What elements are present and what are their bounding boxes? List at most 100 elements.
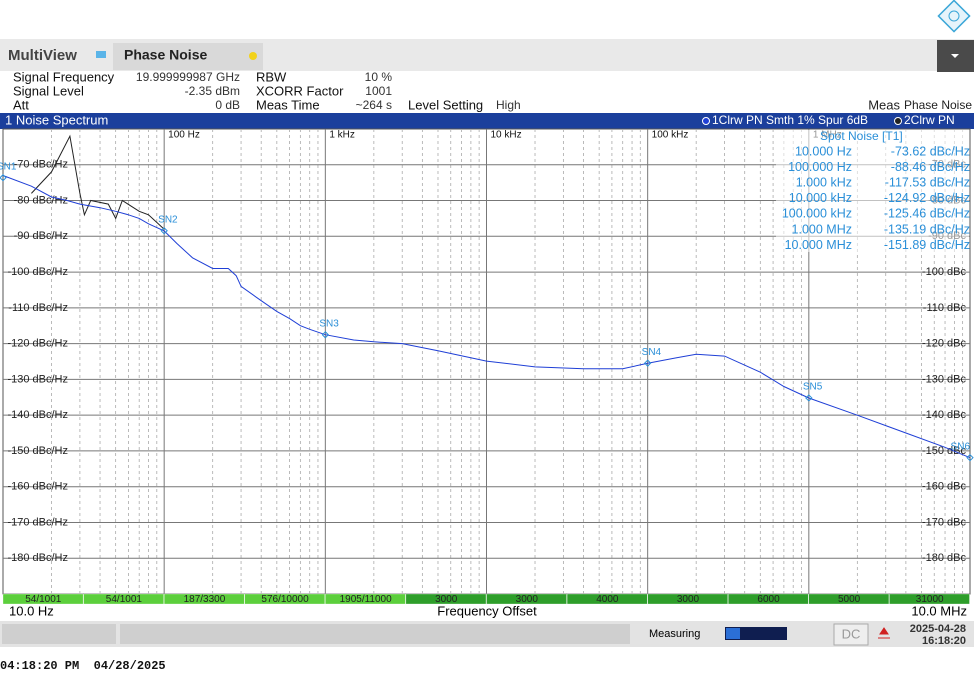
y-tick-label: -120 dBc/Hz [7,338,68,350]
status-state: Measuring [649,628,700,640]
marker [160,227,168,235]
y-tick-label: -110 dBc/Hz [8,302,68,314]
marker-label: SN1 [0,161,17,172]
progress-fill [726,628,740,639]
setting-label: Att [13,97,29,112]
segment-label: 6000 [757,594,780,605]
tab[interactable] [113,43,263,70]
tab-star [249,52,257,60]
marker [321,331,330,339]
y-tick-label: -130 dBc/Hz [7,373,68,385]
x-axis-title: Frequency Offset [437,603,537,618]
setting-value: High [496,98,521,112]
dc-button[interactable] [833,623,869,646]
setting-label: Meas Time [256,97,320,112]
status-date: 2025-04-28 [910,623,966,635]
setting-value: 19.999999987 GHz [136,70,240,84]
spot-noise-offset: 10.000 Hz [795,144,852,158]
y2-tick-label: -170 dBc [922,516,967,528]
legend-swatch [894,117,902,125]
y2-tick-label: -110 dBc [923,302,967,314]
y-tick-label: -150 dBc/Hz [7,445,68,457]
y-tick-label: -160 dBc/Hz [7,481,68,493]
meas-value: Phase Noise [904,98,972,112]
x-tick-label: 100 kHz [652,130,689,141]
spot-noise-offset: 10.000 MHz [785,238,852,252]
segment [647,593,728,605]
spot-noise-value: -135.19 dBc/Hz [884,222,970,236]
segment-label: 1905/11000 [340,594,393,605]
spot-noise-offset: 100.000 Hz [788,160,852,174]
title-bar [0,113,974,129]
network-icon [878,627,890,639]
legend-swatch [702,117,710,125]
setting-label: RBW [256,69,287,84]
segment [808,593,890,605]
setting-value: 1001 [365,84,392,98]
x-tick-label: 1 kHz [329,130,355,141]
segment-label: 5000 [838,594,861,605]
segment [486,593,567,605]
segment [83,593,164,605]
segment-label: 3000 [435,594,458,605]
spot-noise-value: -124.92 dBc/Hz [884,191,970,205]
segment [325,593,406,605]
tab-label[interactable]: Phase Noise [124,47,207,63]
meas-label: Meas [868,97,900,112]
y2-tick-label: -100 dBc [922,266,967,278]
segment-label: 3000 [677,594,700,605]
y2-tick-label: -120 dBc [922,338,967,350]
setting-value: 0 dB [215,98,240,112]
legend: 1Clrw PN Smth 1% Spur 6dB 2Clrw PN [702,113,955,127]
y2-tick-label: -180 dBc [922,552,967,564]
spot-noise-value: -73.62 dBc/Hz [891,144,970,158]
segment [244,593,325,605]
y2-tick-label: -130 dBc [922,373,967,385]
marker-label: SN3 [319,318,339,329]
segment-label: 54/1001 [106,594,143,605]
x-range-bar [0,604,974,620]
trace [31,134,165,230]
app-name[interactable]: MultiView [8,47,77,64]
segment [164,593,245,605]
y2-tick-label: -140 dBc [922,409,967,421]
segment-label: 31000 [916,594,944,605]
segment-label: 576/10000 [261,594,309,605]
marker [805,394,813,402]
spot-noise-value: -117.53 dBc/Hz [885,175,970,189]
progress-bar [725,627,787,640]
y-tick-label: -170 dBc/Hz [7,516,68,528]
status-field [120,624,630,644]
y-tick-label: -180 dBc/Hz [7,552,68,564]
marker-label: SN5 [803,382,823,393]
y2-tick-label: -150 dBc [922,445,967,457]
trace [2,175,971,459]
dc-label[interactable]: DC [842,626,861,641]
segment [889,593,970,605]
segment [2,593,84,605]
marker-label: SN2 [158,214,178,225]
spot-noise-offset: 10.000 kHz [789,191,852,205]
logo-mark [948,10,960,22]
segment-label: 54/1001 [25,594,62,605]
setting-value: 10 % [365,70,393,84]
segment-label: 4000 [596,594,619,605]
y-tick-label: -80 dBc/Hz [14,194,68,206]
tab-icon [96,51,106,58]
chart-title: 1 Noise Spectrum [5,112,108,127]
status-field [2,624,116,644]
status-time: 16:18:20 [922,635,966,647]
setting-label: XCORR Factor [256,83,344,98]
marker-label: SN4 [642,347,662,358]
x-tick-label: 100 Hz [168,130,200,141]
footer-timestamp: 04:18:20 PM 04/28/2025 [0,659,166,673]
setting-label: Signal Frequency [13,69,115,84]
spot-noise-offset: 100.000 kHz [782,207,852,221]
y-tick-label: -100 dBc/Hz [7,266,68,278]
spot-noise-offset: 1.000 MHz [792,222,852,236]
legend-label: 2Clrw PN [904,113,955,127]
y2-tick-label: -160 dBc [922,481,967,493]
legend-label: 1Clrw PN Smth 1% Spur 6dB [712,113,868,127]
